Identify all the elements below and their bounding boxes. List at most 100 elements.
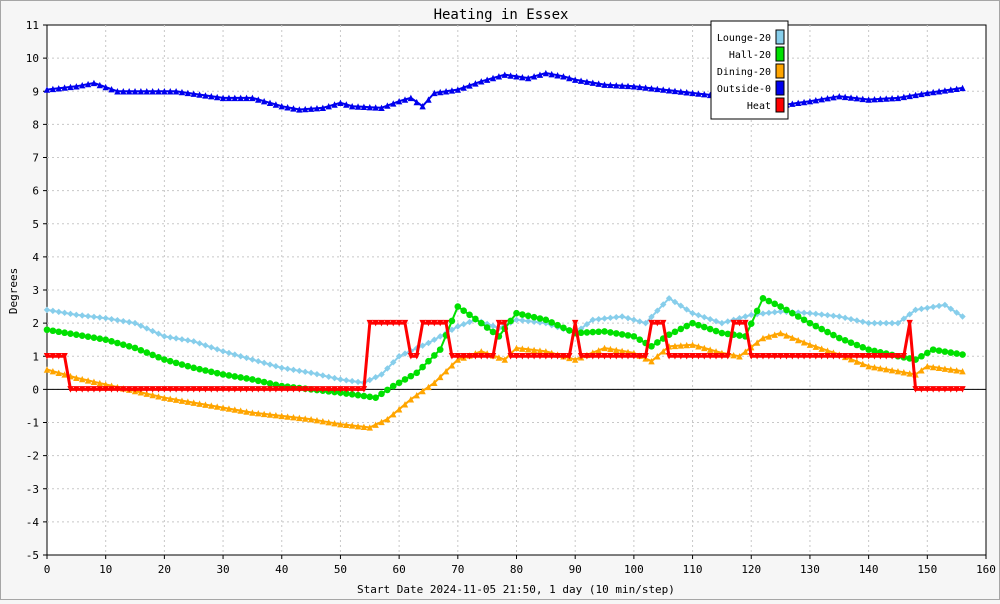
data-point-dining-20 xyxy=(190,399,197,406)
data-point-heat xyxy=(137,386,145,393)
data-point-lounge-20 xyxy=(642,319,649,327)
data-point-lounge-20 xyxy=(748,311,755,319)
data-point-outside-0 xyxy=(613,82,620,89)
data-point-outside-0 xyxy=(888,95,896,102)
data-point-hall-20 xyxy=(219,371,227,378)
data-point-heat xyxy=(231,386,238,393)
data-point-hall-20 xyxy=(108,338,115,345)
data-point-lounge-20 xyxy=(331,374,338,382)
x-tick-label: 120 xyxy=(741,563,761,576)
data-point-heat xyxy=(501,319,508,327)
data-point-heat xyxy=(765,353,773,360)
data-point-heat xyxy=(595,353,602,360)
data-point-dining-20 xyxy=(812,343,820,350)
data-point-outside-0 xyxy=(237,94,244,102)
data-point-outside-0 xyxy=(260,97,268,105)
data-point-dining-20 xyxy=(348,422,356,429)
data-point-heat xyxy=(167,386,174,393)
data-point-outside-0 xyxy=(108,85,115,93)
data-point-heat xyxy=(877,353,884,360)
data-point-heat xyxy=(718,353,726,360)
data-point-outside-0 xyxy=(331,101,338,108)
data-point-heat xyxy=(208,386,215,393)
data-point-outside-0 xyxy=(959,84,966,92)
y-tick-label: 4 xyxy=(32,251,39,264)
data-point-outside-0 xyxy=(519,73,526,81)
data-point-heat xyxy=(542,353,550,360)
data-point-heat xyxy=(648,319,655,327)
data-point-outside-0 xyxy=(307,105,315,112)
data-point-hall-20 xyxy=(96,335,104,342)
data-point-lounge-20 xyxy=(272,362,280,370)
data-point-outside-0 xyxy=(630,83,638,90)
data-point-hall-20 xyxy=(671,328,679,336)
data-point-hall-20 xyxy=(824,328,831,336)
data-point-outside-0 xyxy=(701,91,708,98)
data-point-dining-20 xyxy=(184,398,192,405)
data-point-dining-20 xyxy=(683,341,690,349)
data-point-heat xyxy=(454,353,462,360)
data-point-dining-20 xyxy=(613,346,620,354)
data-point-lounge-20 xyxy=(190,338,197,345)
data-point-dining-20 xyxy=(202,401,209,408)
data-point-lounge-20 xyxy=(730,316,737,324)
data-point-heat xyxy=(894,353,902,360)
data-point-hall-20 xyxy=(677,325,685,333)
data-point-lounge-20 xyxy=(595,315,602,323)
data-point-dining-20 xyxy=(601,344,608,352)
grid xyxy=(47,25,986,555)
data-point-hall-20 xyxy=(830,331,837,339)
data-point-heat xyxy=(225,386,233,393)
data-point-hall-20 xyxy=(765,297,773,305)
data-point-heat xyxy=(742,319,749,327)
data-point-heat xyxy=(337,386,344,393)
data-point-lounge-20 xyxy=(888,319,896,327)
data-point-hall-20 xyxy=(231,373,239,380)
data-point-lounge-20 xyxy=(466,318,473,326)
data-point-hall-20 xyxy=(460,307,467,315)
data-point-dining-20 xyxy=(143,390,150,397)
data-point-dining-20 xyxy=(871,363,878,371)
data-point-dining-20 xyxy=(859,360,866,368)
y-tick-label: 11 xyxy=(26,19,39,32)
data-point-heat xyxy=(753,353,761,360)
data-point-hall-20 xyxy=(166,357,174,365)
data-point-outside-0 xyxy=(589,79,596,86)
data-point-outside-0 xyxy=(618,82,626,89)
data-point-heat xyxy=(601,353,608,360)
data-point-dining-20 xyxy=(319,417,327,425)
data-point-heat xyxy=(266,386,274,393)
data-point-heat xyxy=(442,319,450,327)
data-point-dining-20 xyxy=(384,415,391,423)
data-point-heat xyxy=(824,353,831,360)
data-point-dining-20 xyxy=(43,366,51,373)
data-point-lounge-20 xyxy=(689,309,696,317)
data-point-heat xyxy=(319,386,327,393)
data-point-hall-20 xyxy=(431,352,438,359)
data-point-heat xyxy=(577,353,585,360)
data-point-dining-20 xyxy=(401,401,409,408)
data-point-dining-20 xyxy=(395,406,403,413)
data-point-lounge-20 xyxy=(912,306,919,314)
data-point-heat xyxy=(413,353,420,360)
data-point-hall-20 xyxy=(806,319,814,327)
data-point-lounge-20 xyxy=(290,366,297,374)
data-point-hall-20 xyxy=(119,341,127,348)
data-point-heat xyxy=(343,386,350,393)
data-point-lounge-20 xyxy=(73,311,80,319)
data-point-dining-20 xyxy=(853,358,861,365)
data-point-heat xyxy=(49,353,57,360)
data-point-heat xyxy=(677,353,685,360)
data-point-dining-20 xyxy=(783,332,790,339)
y-axis: -5 -4 -3 -2 -1 0 1 2 3 4 5 6 7 8 9 10 11 xyxy=(26,19,47,562)
data-point-hall-20 xyxy=(73,331,80,339)
data-point-dining-20 xyxy=(695,343,702,350)
data-point-dining-20 xyxy=(900,369,908,376)
data-point-dining-20 xyxy=(260,410,268,418)
data-point-hall-20 xyxy=(102,336,109,343)
data-point-lounge-20 xyxy=(660,301,667,308)
data-point-heat xyxy=(372,319,379,327)
data-point-outside-0 xyxy=(953,85,960,92)
data-point-dining-20 xyxy=(660,348,667,355)
